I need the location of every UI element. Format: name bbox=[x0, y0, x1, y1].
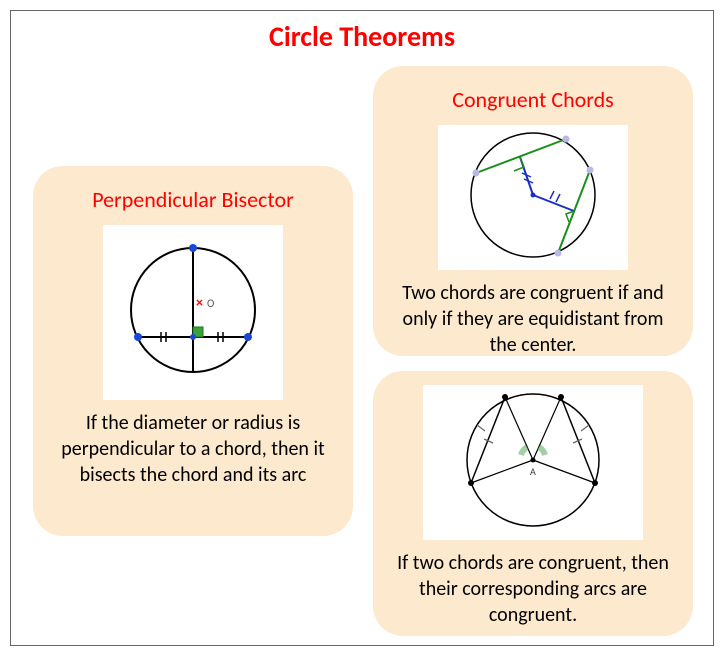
panel-congruent-arcs: A If two chords are congruent, then thei… bbox=[373, 371, 693, 636]
frame: Circle Theorems Perpendicular Bisector bbox=[10, 10, 714, 646]
diagram-congruent-chords bbox=[438, 125, 628, 270]
diagram-congruent-arcs: A bbox=[423, 385, 643, 540]
svg-text:×: × bbox=[196, 294, 203, 311]
desc-bottom-right: If two chords are congruent, then their … bbox=[391, 550, 675, 628]
panel-perpendicular-bisector: Perpendicular Bisector × bbox=[33, 166, 353, 536]
center-label-a: A bbox=[530, 465, 536, 478]
subtitle-top-right: Congruent Chords bbox=[391, 86, 675, 113]
diagram-perpendicular-bisector: × O bbox=[103, 225, 283, 400]
desc-left: If the diameter or radius is perpendicul… bbox=[51, 410, 335, 488]
subtitle-left: Perpendicular Bisector bbox=[51, 186, 335, 213]
desc-top-right: Two chords are congruent if and only if … bbox=[391, 280, 675, 358]
page: Circle Theorems Perpendicular Bisector bbox=[0, 0, 724, 656]
center-label: O bbox=[207, 297, 214, 310]
page-title: Circle Theorems bbox=[11, 19, 713, 54]
panel-congruent-chords: Congruent Chords bbox=[373, 66, 693, 356]
